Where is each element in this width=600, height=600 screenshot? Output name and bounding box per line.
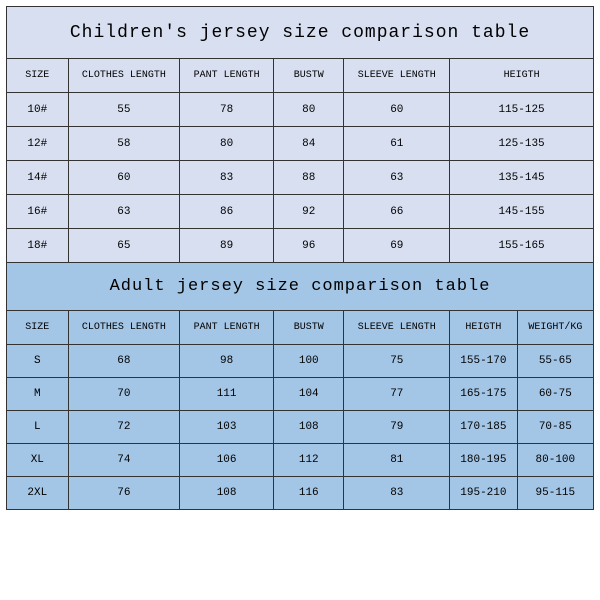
col-sleeve-length: SLEEVE LENGTH: [344, 311, 450, 345]
cell-bustw: 112: [274, 444, 344, 477]
children-title-row: Children's jersey size comparison table: [7, 7, 594, 59]
cell-sleeve-length: 60: [344, 93, 450, 127]
cell-pant-length: 106: [180, 444, 274, 477]
cell-bustw: 116: [274, 477, 344, 510]
cell-pant-length: 108: [180, 477, 274, 510]
cell-bustw: 100: [274, 345, 344, 378]
col-size: SIZE: [7, 311, 69, 345]
cell-size: XL: [7, 444, 69, 477]
table-row: 2XL 76 108 116 83 195-210 95-115: [7, 477, 594, 510]
cell-size: 16#: [7, 195, 69, 229]
col-sleeve-length: SLEEVE LENGTH: [344, 59, 450, 93]
col-clothes-length: CLOTHES LENGTH: [68, 311, 180, 345]
cell-pant-length: 98: [180, 345, 274, 378]
cell-sleeve-length: 69: [344, 229, 450, 263]
cell-sleeve-length: 77: [344, 378, 450, 411]
adult-table-title: Adult jersey size comparison table: [7, 263, 594, 311]
table-row: 14# 60 83 88 63 135-145: [7, 161, 594, 195]
cell-pant-length: 83: [180, 161, 274, 195]
children-table-title: Children's jersey size comparison table: [7, 7, 594, 59]
children-header-row: SIZE CLOTHES LENGTH PANT LENGTH BUSTW SL…: [7, 59, 594, 93]
cell-sleeve-length: 81: [344, 444, 450, 477]
cell-clothes-length: 68: [68, 345, 180, 378]
cell-clothes-length: 72: [68, 411, 180, 444]
adult-size-table: Adult jersey size comparison table SIZE …: [6, 262, 594, 510]
cell-heigth: 195-210: [450, 477, 518, 510]
cell-sleeve-length: 83: [344, 477, 450, 510]
cell-clothes-length: 60: [68, 161, 180, 195]
col-size: SIZE: [7, 59, 69, 93]
cell-bustw: 108: [274, 411, 344, 444]
cell-bustw: 104: [274, 378, 344, 411]
cell-sleeve-length: 61: [344, 127, 450, 161]
cell-sleeve-length: 75: [344, 345, 450, 378]
cell-heigth: 155-165: [450, 229, 594, 263]
cell-size: 2XL: [7, 477, 69, 510]
col-heigth: HEIGTH: [450, 311, 518, 345]
cell-clothes-length: 70: [68, 378, 180, 411]
cell-weight: 60-75: [517, 378, 593, 411]
col-bustw: BUSTW: [274, 59, 344, 93]
cell-clothes-length: 76: [68, 477, 180, 510]
cell-heigth: 145-155: [450, 195, 594, 229]
cell-sleeve-length: 66: [344, 195, 450, 229]
adult-header-row: SIZE CLOTHES LENGTH PANT LENGTH BUSTW SL…: [7, 311, 594, 345]
col-pant-length: PANT LENGTH: [180, 59, 274, 93]
table-row: L 72 103 108 79 170-185 70-85: [7, 411, 594, 444]
cell-heigth: 135-145: [450, 161, 594, 195]
cell-clothes-length: 74: [68, 444, 180, 477]
table-row: 18# 65 89 96 69 155-165: [7, 229, 594, 263]
table-row: 10# 55 78 80 60 115-125: [7, 93, 594, 127]
table-row: XL 74 106 112 81 180-195 80-100: [7, 444, 594, 477]
size-chart-container: Children's jersey size comparison table …: [0, 0, 600, 516]
cell-weight: 70-85: [517, 411, 593, 444]
cell-size: 10#: [7, 93, 69, 127]
cell-bustw: 88: [274, 161, 344, 195]
cell-pant-length: 78: [180, 93, 274, 127]
adult-title-row: Adult jersey size comparison table: [7, 263, 594, 311]
cell-size: S: [7, 345, 69, 378]
table-row: 12# 58 80 84 61 125-135: [7, 127, 594, 161]
col-heigth: HEIGTH: [450, 59, 594, 93]
cell-weight: 55-65: [517, 345, 593, 378]
cell-bustw: 84: [274, 127, 344, 161]
cell-pant-length: 103: [180, 411, 274, 444]
cell-clothes-length: 58: [68, 127, 180, 161]
cell-size: L: [7, 411, 69, 444]
cell-sleeve-length: 79: [344, 411, 450, 444]
cell-weight: 80-100: [517, 444, 593, 477]
cell-heigth: 125-135: [450, 127, 594, 161]
cell-bustw: 96: [274, 229, 344, 263]
table-row: S 68 98 100 75 155-170 55-65: [7, 345, 594, 378]
children-size-table: Children's jersey size comparison table …: [6, 6, 594, 263]
cell-bustw: 92: [274, 195, 344, 229]
cell-size: 12#: [7, 127, 69, 161]
cell-clothes-length: 63: [68, 195, 180, 229]
cell-heigth: 155-170: [450, 345, 518, 378]
cell-pant-length: 89: [180, 229, 274, 263]
cell-weight: 95-115: [517, 477, 593, 510]
col-bustw: BUSTW: [274, 311, 344, 345]
table-row: 16# 63 86 92 66 145-155: [7, 195, 594, 229]
cell-clothes-length: 55: [68, 93, 180, 127]
cell-heigth: 115-125: [450, 93, 594, 127]
cell-pant-length: 80: [180, 127, 274, 161]
table-row: M 70 111 104 77 165-175 60-75: [7, 378, 594, 411]
cell-pant-length: 111: [180, 378, 274, 411]
cell-size: M: [7, 378, 69, 411]
col-pant-length: PANT LENGTH: [180, 311, 274, 345]
cell-sleeve-length: 63: [344, 161, 450, 195]
col-weight: WEIGHT/KG: [517, 311, 593, 345]
cell-heigth: 180-195: [450, 444, 518, 477]
cell-size: 14#: [7, 161, 69, 195]
col-clothes-length: CLOTHES LENGTH: [68, 59, 180, 93]
cell-size: 18#: [7, 229, 69, 263]
cell-clothes-length: 65: [68, 229, 180, 263]
cell-heigth: 170-185: [450, 411, 518, 444]
cell-pant-length: 86: [180, 195, 274, 229]
cell-bustw: 80: [274, 93, 344, 127]
cell-heigth: 165-175: [450, 378, 518, 411]
